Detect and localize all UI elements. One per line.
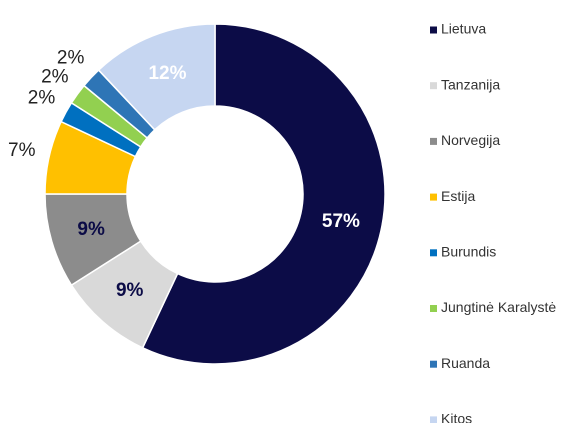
data-label: 57% bbox=[322, 211, 360, 232]
legend-label: Lietuva bbox=[441, 21, 486, 37]
legend-label: Ruanda bbox=[441, 355, 490, 371]
legend-label: Kitos bbox=[441, 411, 472, 423]
donut-slice bbox=[141, 23, 386, 365]
data-label: 2% bbox=[57, 47, 85, 68]
legend-label: Norvegija bbox=[441, 132, 500, 148]
legend-label: Estija bbox=[441, 188, 475, 204]
legend-label: Burundis bbox=[441, 244, 496, 260]
legend-swatch bbox=[430, 416, 437, 423]
legend-swatch bbox=[430, 193, 437, 201]
data-label: 9% bbox=[77, 219, 105, 240]
legend-swatch bbox=[430, 360, 437, 368]
legend-swatch bbox=[430, 305, 437, 312]
data-label: 2% bbox=[41, 67, 69, 88]
legend-swatch bbox=[430, 26, 437, 34]
legend-label: Tanzanija bbox=[441, 76, 500, 92]
data-label: 7% bbox=[8, 140, 36, 161]
legend-label: Jungtinė Karalystė bbox=[441, 299, 556, 315]
legend-swatch bbox=[430, 137, 437, 145]
legend-swatch bbox=[430, 82, 437, 90]
data-label: 9% bbox=[116, 280, 144, 301]
data-label: 12% bbox=[148, 63, 186, 84]
legend-swatch bbox=[430, 249, 437, 257]
data-label: 2% bbox=[28, 88, 56, 109]
donut-slice bbox=[97, 23, 216, 131]
